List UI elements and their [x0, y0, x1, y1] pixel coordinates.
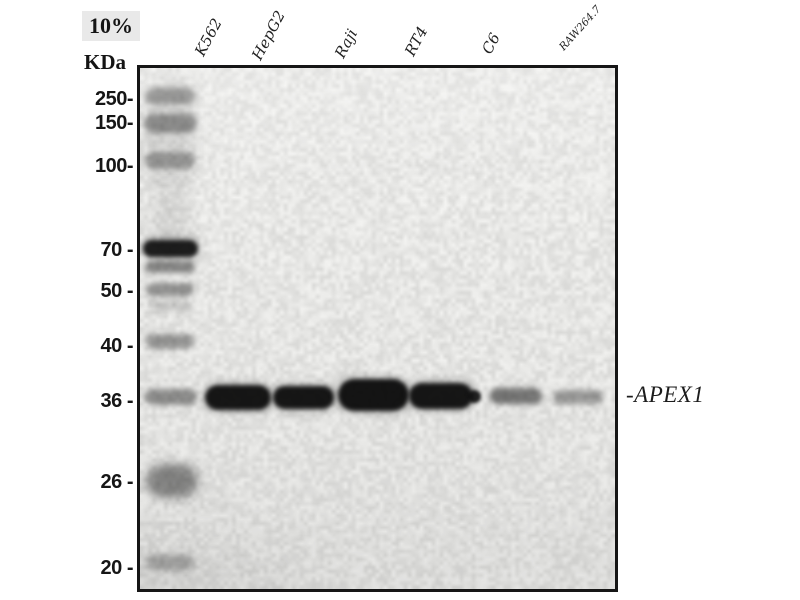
target-band-label-apex1: -APEX1 — [626, 382, 704, 408]
ladder-band-20 — [146, 555, 194, 570]
mw-label-50: 50 - — [40, 279, 133, 303]
kda-unit-label: KDa — [84, 50, 126, 75]
mw-label-250: 250- — [40, 87, 133, 111]
band-K562 — [205, 385, 271, 410]
ladder-band-100 — [145, 152, 195, 169]
ladder-band-50 — [146, 283, 194, 296]
mw-label-40: 40 - — [40, 334, 133, 358]
mw-label-150: 150- — [40, 111, 133, 135]
gel-percentage-label: 10% — [82, 11, 140, 41]
western-blot-figure: 10% KDa -APEX1 250- 150- 100- 70 - 50 - 40 - 3… — [0, 0, 800, 600]
ladder-band-70 — [143, 240, 198, 257]
membrane-shading — [140, 68, 615, 589]
mw-label-36: 36 - — [40, 389, 133, 413]
band-C6 — [490, 388, 542, 404]
ladder-band-150 — [144, 114, 197, 133]
lane-label-RT4: RT4 — [401, 24, 431, 59]
ladder-band-26 — [146, 464, 198, 498]
band-RT4-tip — [468, 390, 481, 403]
blot-membrane — [137, 65, 618, 592]
band-RT4 — [409, 383, 473, 409]
ladder-band-250 — [145, 88, 195, 104]
mw-label-20: 20 - — [40, 556, 133, 580]
lane-label-RAW264.7: RAW264.7 — [557, 3, 603, 53]
ladder-band-45 — [148, 301, 192, 311]
band-Raji — [338, 379, 409, 411]
mw-label-26: 26 - — [40, 470, 133, 494]
mw-label-70: 70 - — [40, 238, 133, 262]
lane-label-K562: K562 — [191, 15, 226, 59]
band-RAW264.7 — [553, 390, 603, 404]
band-HepG2 — [273, 386, 334, 409]
ladder-band-63 — [145, 261, 195, 273]
lane-label-Raji: Raji — [331, 26, 361, 61]
ladder-band-36 — [145, 389, 197, 405]
ladder-band-40 — [146, 334, 194, 349]
lane-label-HepG2: HepG2 — [248, 8, 289, 63]
mw-label-100: 100- — [40, 154, 133, 178]
lane-label-C6: C6 — [478, 30, 504, 57]
